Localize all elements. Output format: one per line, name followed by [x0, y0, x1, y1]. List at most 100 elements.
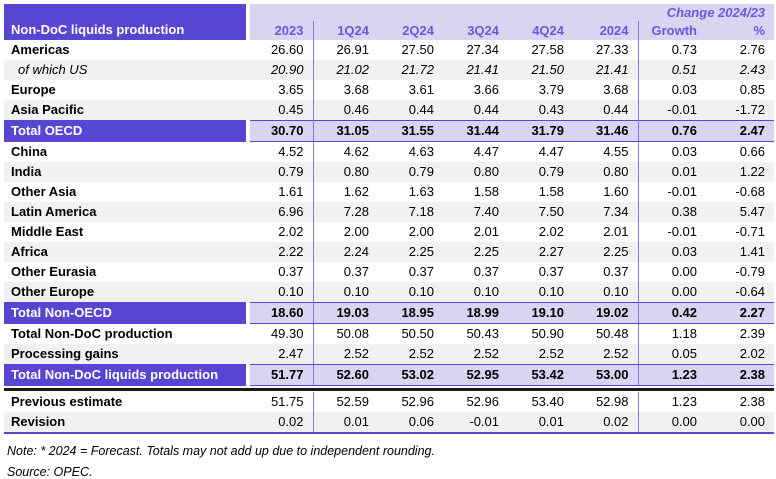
source-text: Source: OPEC. — [7, 465, 93, 479]
cell-2024: 50.48 — [573, 323, 639, 344]
row-label: Processing gains — [4, 344, 248, 365]
cell-2024: 7.34 — [573, 202, 639, 222]
row-total-non-doc-liquids-production: Total Non-DoC liquids production 51.77 52.… — [4, 364, 775, 386]
cell-2024: 53.00 — [573, 364, 639, 386]
row-label: Previous estimate — [11, 394, 123, 409]
cell-2024: 0.02 — [573, 412, 639, 434]
cell-1q24: 0.46 — [313, 100, 378, 121]
cell-4q24: 53.42 — [508, 364, 573, 386]
row-previous-estimate: Previous estimate 51.75 52.59 52.96 52.96 53.… — [4, 392, 774, 412]
row-processing-gains: Processing gains 2.47 2.52 2.52 2.52 2.52 2.52… — [4, 344, 775, 365]
table-body: Americas 26.60 26.91 27.50 27.34 27.58 27.33 0.… — [4, 40, 775, 434]
cell-2023: 49.30 — [248, 323, 314, 344]
cell-2023: 30.70 — [248, 120, 314, 142]
row-label: of which US — [4, 60, 248, 80]
cell-4q24: 7.50 — [508, 202, 573, 222]
row-of-which-us: of which US 20.90 21.02 21.72 21.41 21.50 21.4… — [4, 60, 775, 80]
cell-2q24: 21.72 — [378, 60, 443, 80]
cell-: -0.64 — [706, 282, 775, 303]
cell-3q24: 21.41 — [443, 60, 508, 80]
cell-growth: 0.42 — [638, 302, 706, 324]
row-label: Total Non-DoC production — [11, 326, 173, 341]
cell-2q24: 1.63 — [408, 184, 434, 199]
cell-3q24: 3.66 — [473, 82, 499, 97]
cell-1q24: 52.60 — [313, 364, 378, 386]
cell-: 1.41 — [706, 242, 775, 262]
row-label: Middle East — [11, 224, 84, 239]
separator-line — [4, 385, 775, 392]
cell-3q24: 2.25 — [443, 242, 508, 262]
cell-2023: 4.52 — [248, 141, 314, 162]
cell-1q24: 2.00 — [343, 224, 369, 239]
cell-4q24: 31.79 — [508, 120, 573, 142]
cell-growth: 0.00 — [671, 264, 697, 279]
cell-1q24: 0.01 — [313, 412, 378, 434]
cell-: 2.39 — [739, 326, 766, 341]
cell-2q24: 31.55 — [378, 120, 443, 142]
note-text: Note: * 2024 = Forecast. Totals may not … — [7, 444, 435, 458]
cell-3q24: 2.52 — [443, 344, 508, 365]
cell-3q24: 4.47 — [473, 144, 499, 159]
cell-1q24: 19.03 — [313, 302, 378, 324]
cell-1q24: 2.24 — [313, 242, 378, 262]
cell-1q24: 4.62 — [343, 144, 369, 159]
row-total-non-doc-production: Total Non-DoC production 49.30 50.08 50.50 5… — [4, 323, 774, 344]
table-title: Non-DoC liquids production — [4, 4, 250, 40]
cell-2023: 26.60 — [248, 40, 314, 60]
row-other-eurasia: Other Eurasia 0.37 0.37 0.37 0.37 0.37 0.37 0.0… — [4, 262, 774, 282]
row-label: Americas — [11, 42, 70, 57]
cell-1q24: 7.28 — [313, 202, 378, 222]
cell-growth: 0.38 — [638, 202, 706, 222]
cell-4q24: 3.79 — [538, 82, 564, 97]
cell-: 2.43 — [706, 60, 775, 80]
row-label: Revision — [4, 412, 248, 434]
table-header: Non-DoC liquids production Change 2024/2… — [4, 4, 775, 40]
cell-2q24: 0.37 — [408, 264, 434, 279]
cell-2024: 0.44 — [573, 100, 639, 121]
cell-growth: 0.51 — [638, 60, 706, 80]
footnotes: Note: * 2024 = Forecast. Totals may not … — [7, 444, 774, 479]
cell-: 2.47 — [706, 120, 775, 142]
row-other-europe: Other Europe 0.10 0.10 0.10 0.10 0.10 0.10 0.00… — [4, 282, 775, 303]
cell-2q24: 18.95 — [378, 302, 443, 324]
cell-2023: 0.79 — [248, 162, 314, 182]
cell-4q24: 2.02 — [538, 224, 564, 239]
cell-growth: 1.23 — [671, 394, 697, 409]
cell-3q24: -0.01 — [443, 412, 508, 434]
cell-2024: 31.46 — [573, 120, 639, 142]
cell-2023: 20.90 — [248, 60, 314, 80]
cell-2024: 27.33 — [573, 40, 639, 60]
cell-: 1.22 — [706, 162, 775, 182]
row-label: Europe — [11, 82, 56, 97]
non-doc-liquids-production-table: Non-DoC liquids production Change 2024/2… — [4, 4, 775, 434]
cell-growth: 0.01 — [638, 162, 706, 182]
row-label: Other Asia — [11, 184, 77, 199]
cell-3q24: 0.37 — [473, 264, 499, 279]
cell-2q24: 0.44 — [378, 100, 443, 121]
column-header-3q24: 3Q24 — [443, 21, 508, 40]
cell-2024: 52.98 — [573, 392, 639, 412]
cell-1q24: 3.68 — [343, 82, 369, 97]
cell-growth: 0.00 — [638, 282, 706, 303]
row-europe: Europe 3.65 3.68 3.61 3.66 3.79 3.68 0.03 0.85 — [4, 80, 774, 100]
cell-: 2.27 — [706, 302, 775, 324]
cell-3q24: 0.80 — [443, 162, 508, 182]
cell-2024: 2.52 — [573, 344, 639, 365]
cell-2q24: 0.79 — [378, 162, 443, 182]
cell-growth: -0.01 — [667, 184, 697, 199]
column-header-1q24: 1Q24 — [313, 21, 378, 40]
row-other-asia: Other Asia 1.61 1.62 1.63 1.58 1.58 1.60 -0.01 -… — [4, 182, 774, 202]
cell-4q24: 0.79 — [508, 162, 573, 182]
cell-growth: 0.05 — [638, 344, 706, 365]
cell-1q24: 0.37 — [343, 264, 369, 279]
cell-4q24: 27.58 — [531, 42, 564, 57]
cell-: -1.72 — [706, 100, 775, 121]
row-label: Other Eurasia — [11, 264, 97, 279]
row-label: Latin America — [4, 202, 248, 222]
change-period-header: Change 2024/23 — [248, 4, 775, 21]
cell-2024: 4.55 — [573, 141, 639, 162]
cell-2q24: 2.25 — [378, 242, 443, 262]
cell-3q24: 50.43 — [466, 326, 499, 341]
row-label: Total Non-OECD — [4, 302, 250, 324]
